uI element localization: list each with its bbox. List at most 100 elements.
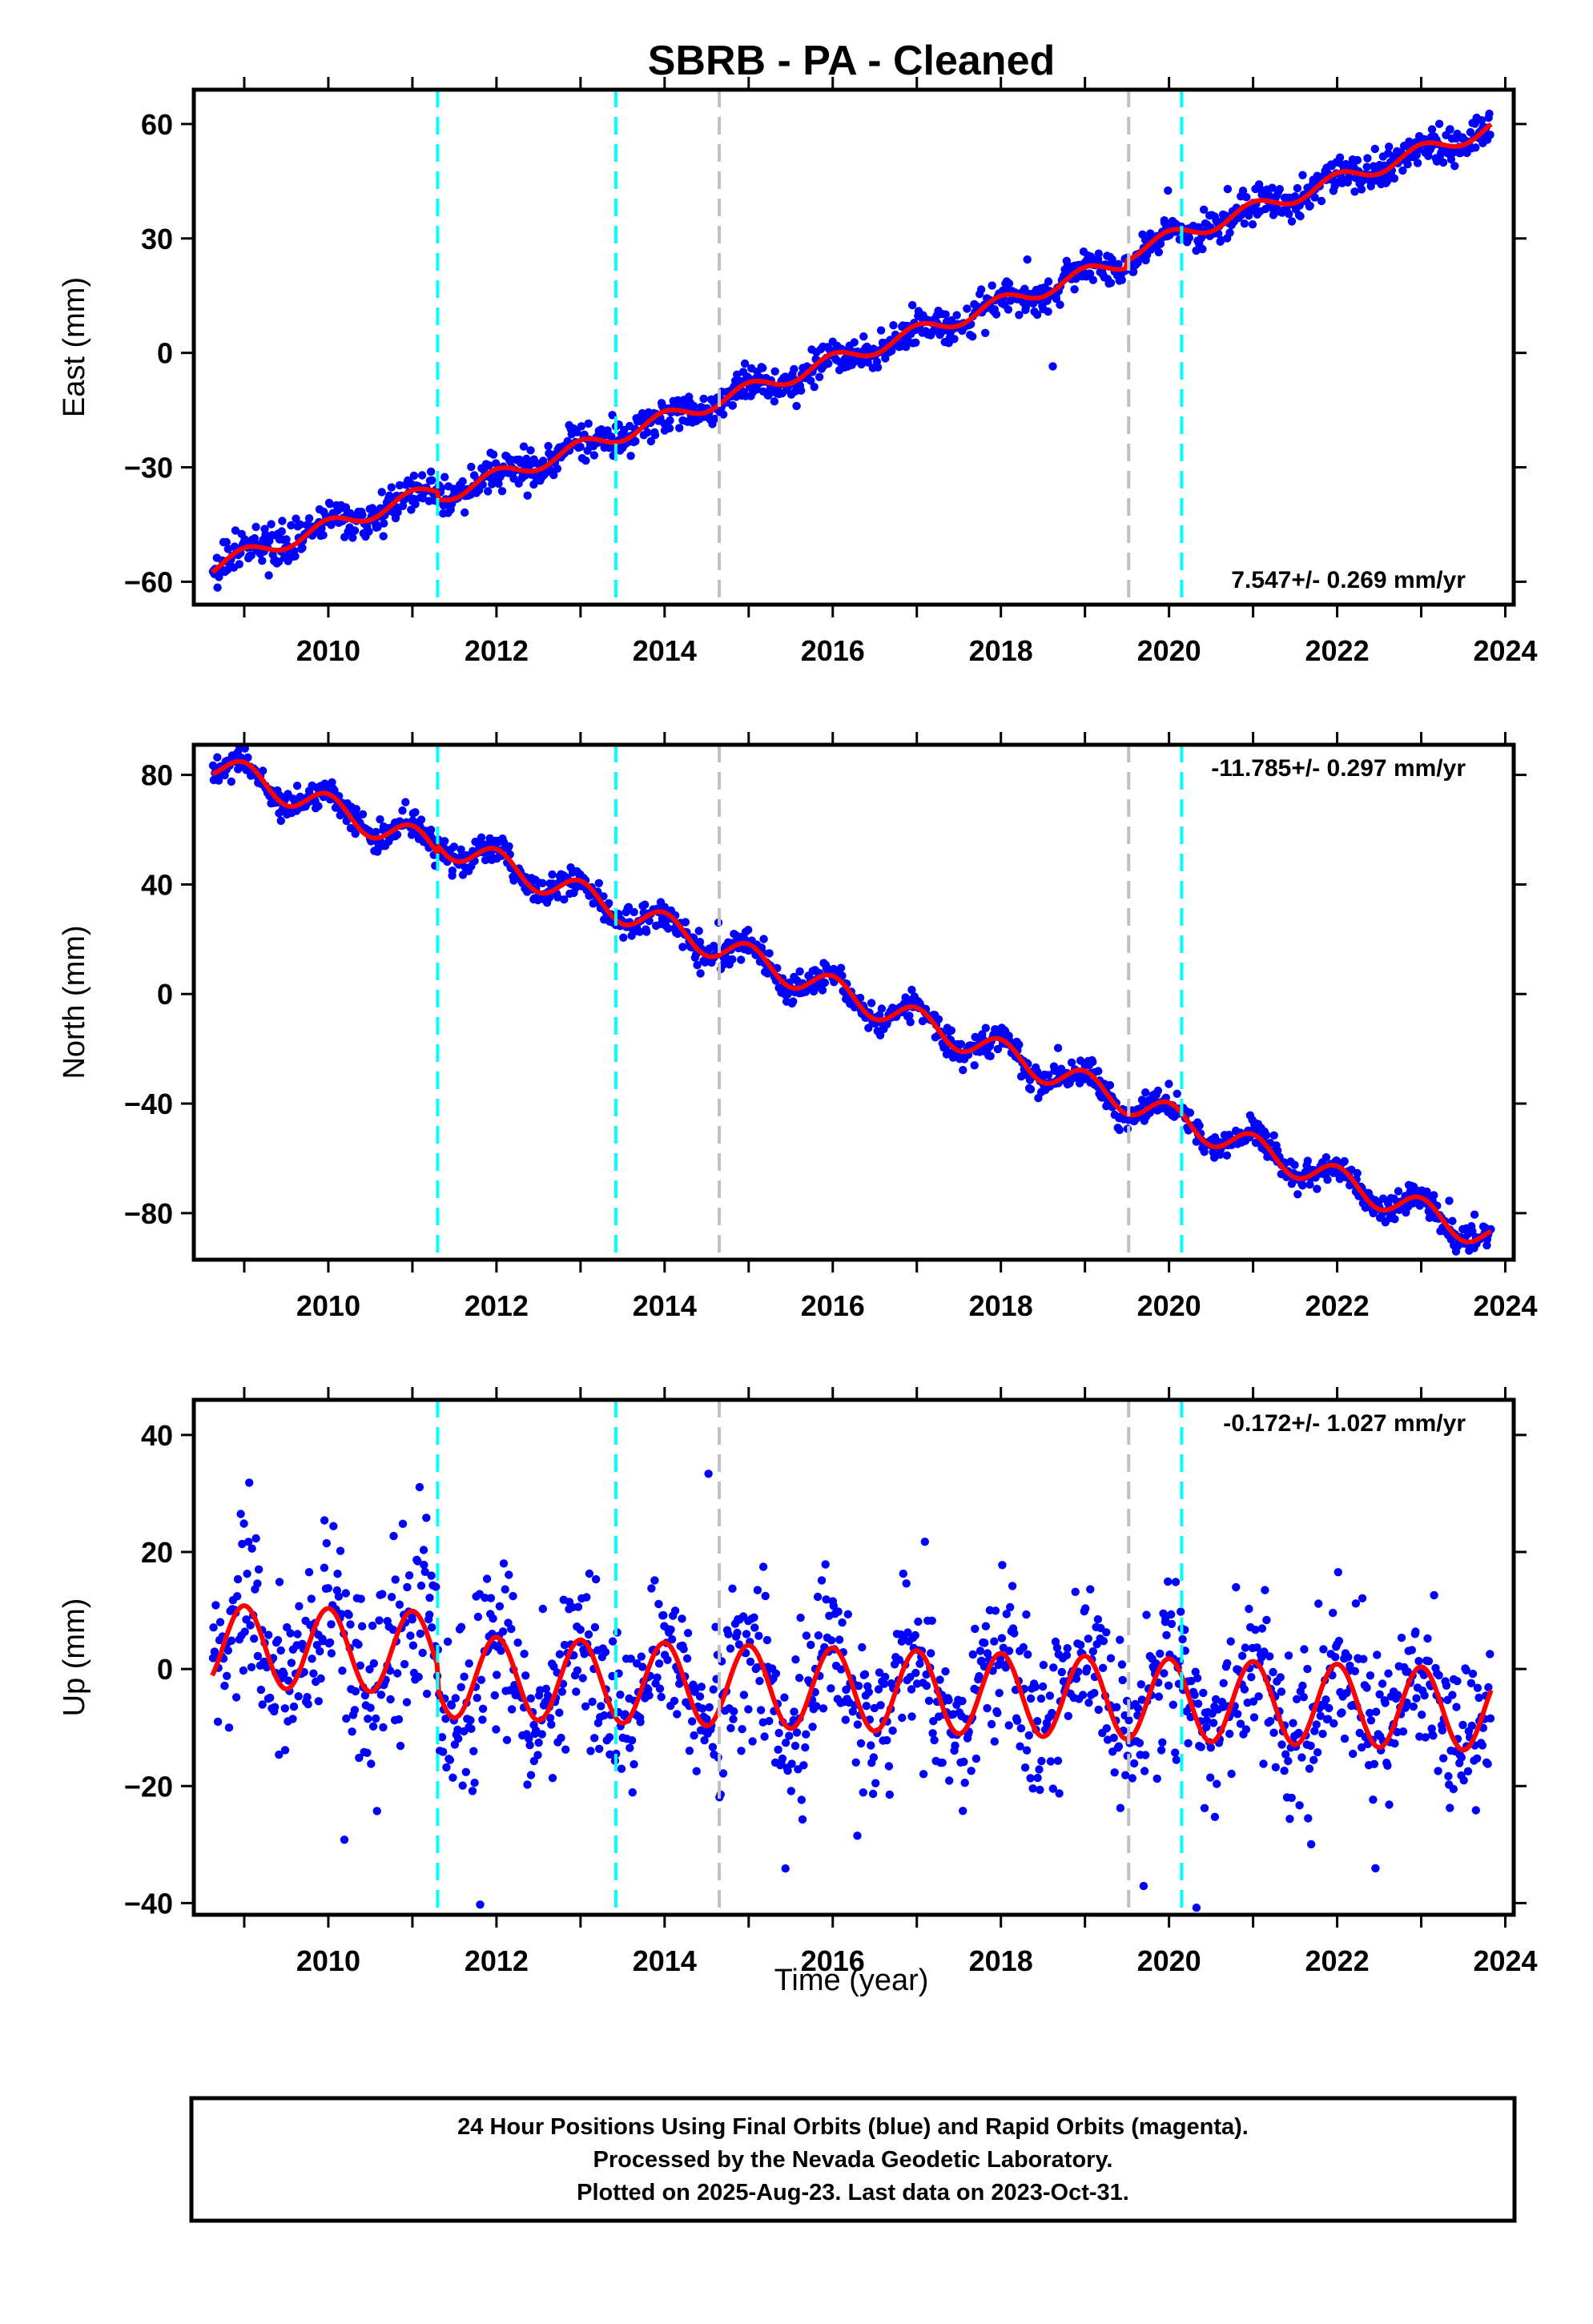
data-point [1486, 131, 1494, 139]
data-point [947, 1026, 956, 1035]
data-point [346, 1620, 355, 1629]
data-point [1139, 1881, 1148, 1891]
data-point [994, 1660, 1003, 1670]
data-point [1004, 279, 1014, 288]
data-point [1086, 1585, 1095, 1594]
data-point [990, 1637, 999, 1646]
data-point [963, 304, 971, 313]
data-point [895, 1655, 904, 1664]
data-point [1026, 1085, 1036, 1094]
data-point [626, 452, 635, 460]
data-point [1314, 1599, 1323, 1608]
data-point [993, 1708, 1002, 1718]
data-point [836, 963, 846, 972]
data-point [1409, 1702, 1418, 1711]
data-point [1063, 1644, 1072, 1653]
data-point [1015, 311, 1024, 320]
data-point [790, 364, 799, 374]
x-tick-label: 2018 [969, 634, 1033, 667]
data-point [863, 358, 872, 367]
data-point [1372, 1707, 1381, 1716]
data-point [1486, 1714, 1495, 1723]
data-point [584, 419, 593, 428]
data-point [467, 462, 476, 472]
model-fit-line [211, 758, 1493, 1244]
data-point [1281, 1750, 1290, 1759]
data-point [336, 1546, 345, 1555]
data-point [1038, 1682, 1048, 1691]
data-point [1015, 1040, 1024, 1049]
data-point [1330, 1719, 1338, 1728]
x-tick-label: 2012 [465, 634, 529, 667]
data-point [1238, 187, 1248, 195]
x-tick-label: 2010 [296, 1944, 360, 1977]
data-point [477, 1675, 486, 1684]
data-point [414, 1672, 423, 1682]
data-point [1384, 1669, 1393, 1678]
data-point [790, 1707, 799, 1716]
data-point [1446, 155, 1456, 164]
data-point [545, 1714, 555, 1723]
data-point [308, 1655, 316, 1663]
data-point [376, 815, 384, 824]
data-point [1164, 1577, 1173, 1586]
data-point [420, 1567, 429, 1577]
data-point [1154, 1692, 1164, 1701]
data-point [469, 1747, 478, 1755]
east-panel: −60 −30 0 30 60 2010 2012 2014 2016 2018 2020 2022 2… [58, 77, 1538, 667]
data-point [737, 1747, 746, 1755]
data-point [1192, 1904, 1201, 1912]
data-point [1152, 1659, 1161, 1668]
data-point [938, 1758, 947, 1767]
data-point [876, 326, 886, 335]
data-point [322, 1538, 331, 1548]
data-point [854, 1682, 863, 1691]
data-point [1467, 1721, 1477, 1731]
data-point [1090, 1688, 1099, 1698]
data-point [675, 1679, 684, 1688]
data-point [1293, 183, 1302, 193]
data-point [1313, 1748, 1322, 1757]
data-point [1198, 244, 1207, 254]
data-point [1318, 1729, 1327, 1739]
data-point [478, 1704, 488, 1713]
data-point [291, 552, 300, 561]
data-point [580, 1650, 589, 1659]
data-point [286, 1629, 295, 1638]
data-point [440, 837, 449, 846]
data-point [338, 1667, 347, 1675]
data-point [1106, 1654, 1116, 1663]
data-point [426, 467, 436, 476]
data-point [443, 1637, 453, 1647]
data-point [689, 401, 698, 410]
plot-frame [191, 87, 1516, 607]
data-point [870, 1703, 879, 1713]
data-point [557, 1687, 566, 1696]
data-point [907, 1685, 916, 1694]
data-point [289, 1702, 299, 1711]
data-point [1289, 1719, 1297, 1727]
data-point [835, 1635, 844, 1644]
data-point [795, 967, 804, 976]
data-point [1036, 1785, 1044, 1795]
data-point [1129, 1759, 1139, 1768]
data-point [400, 1659, 409, 1669]
data-point [1474, 1693, 1483, 1703]
data-point [1178, 1634, 1187, 1644]
data-point [1154, 247, 1164, 257]
model-fit-line [211, 122, 1493, 574]
data-point [971, 1624, 980, 1634]
data-point [1473, 1754, 1482, 1763]
data-point [1102, 1724, 1112, 1733]
data-point [765, 1716, 774, 1726]
x-tick-label: 2012 [465, 1944, 529, 1977]
data-point [911, 1630, 920, 1640]
data-point [577, 422, 586, 431]
data-point [251, 522, 260, 532]
data-point [1072, 1675, 1081, 1683]
data-point [372, 1714, 380, 1723]
data-point [981, 1622, 991, 1630]
data-point [1206, 1743, 1216, 1752]
data-point [573, 1666, 582, 1675]
data-point [324, 1584, 332, 1593]
